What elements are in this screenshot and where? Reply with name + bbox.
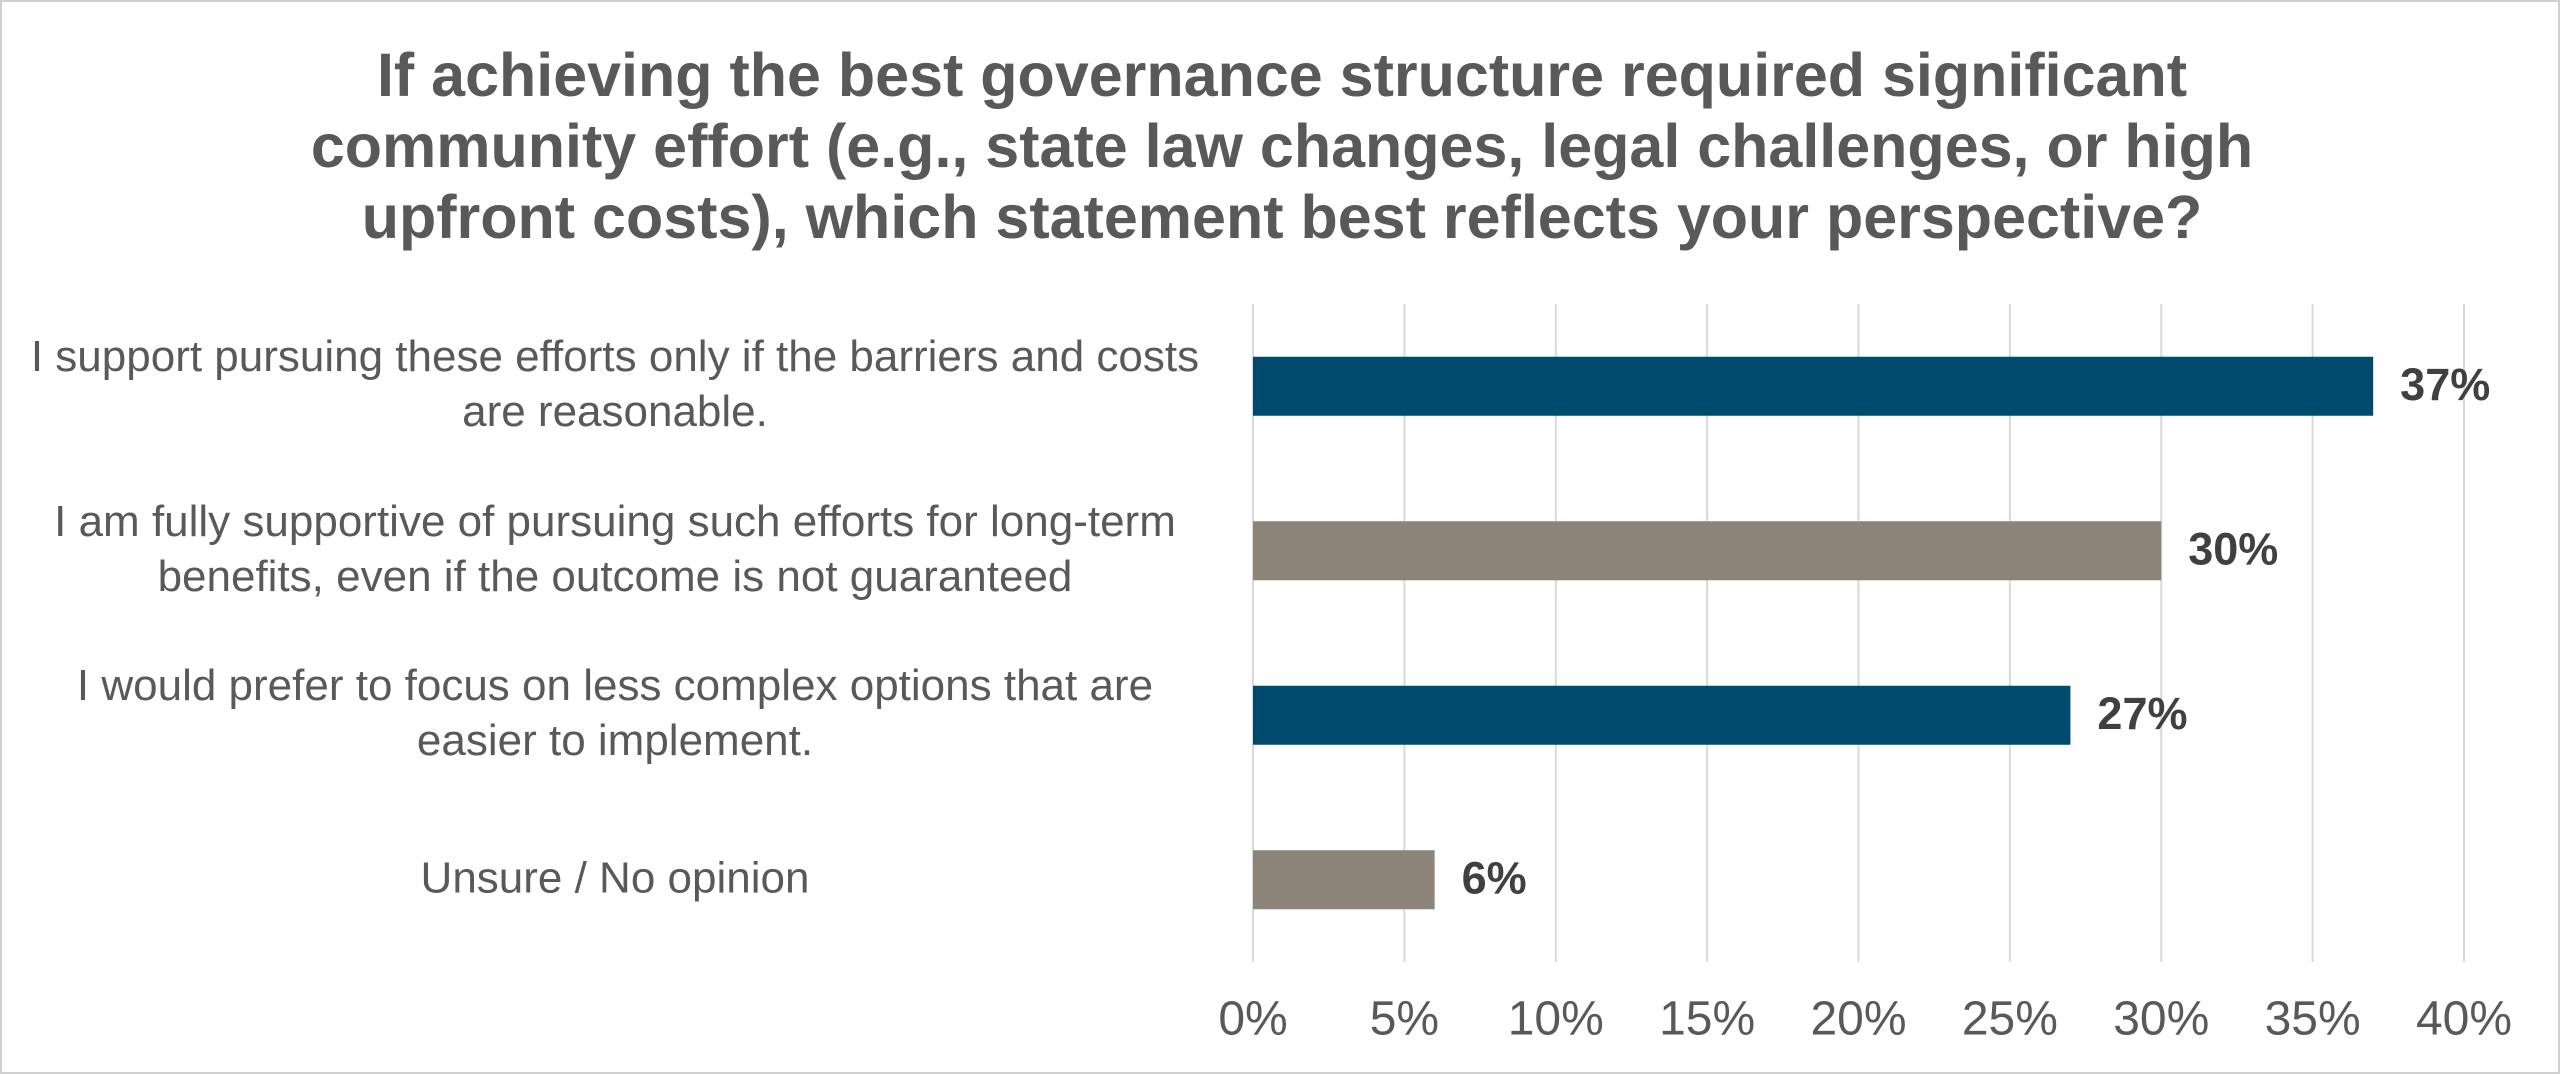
category-label: I am fully supportive of pursuing such e… (54, 496, 1176, 601)
bar (1253, 356, 2374, 416)
data-label: 30% (2188, 524, 2278, 575)
category-label: I support pursuing these efforts only if… (30, 332, 1200, 437)
x-tick-label: 15% (1659, 993, 1755, 1046)
x-tick-label: 10% (1508, 993, 1604, 1046)
x-tick-label: 0% (1218, 993, 1287, 1046)
category-label: I would prefer to focus on less complex … (76, 661, 1154, 766)
x-tick-label: 25% (1962, 993, 2058, 1046)
chart-title: If achieving the best governance structu… (310, 41, 2254, 251)
x-tick-label: 5% (1370, 993, 1439, 1046)
bar (1253, 850, 1435, 910)
bar (1253, 521, 2162, 581)
data-label: 6% (1462, 853, 1527, 904)
x-tick-label: 20% (1810, 993, 1906, 1046)
data-label: 37% (2400, 359, 2490, 410)
x-tick-label: 30% (2113, 993, 2209, 1046)
x-tick-label: 35% (2265, 993, 2361, 1046)
data-label: 27% (2097, 688, 2187, 739)
category-label: Unsure / No opinion (420, 853, 810, 903)
x-tick-label: 40% (2416, 993, 2512, 1046)
bar (1253, 685, 2071, 745)
